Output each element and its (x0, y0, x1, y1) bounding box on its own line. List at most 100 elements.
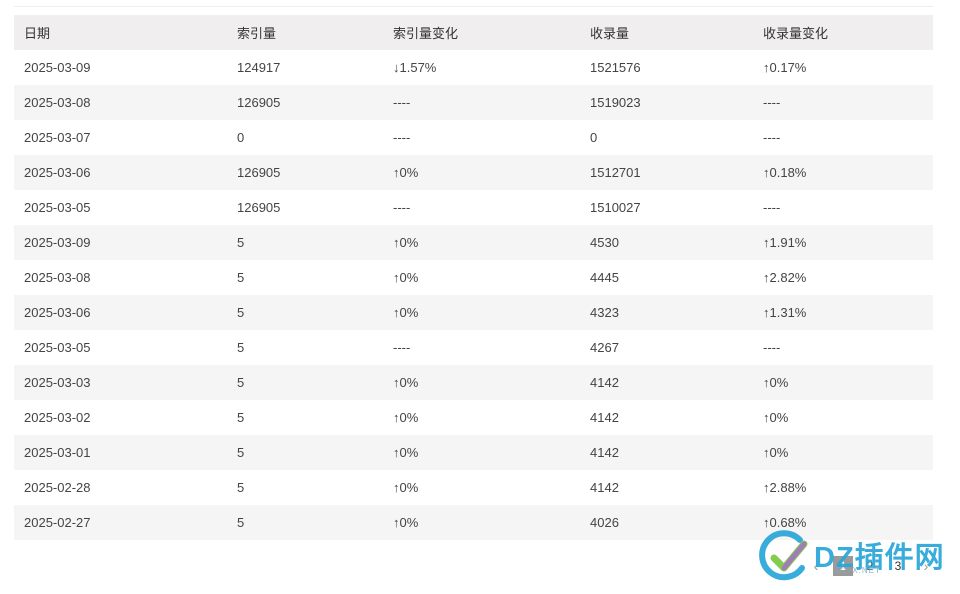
cell-records: 4267 (580, 330, 753, 365)
chevron-left-icon[interactable]: ‹ (813, 558, 819, 574)
cell-records-change: ↑0.18% (753, 155, 933, 190)
change-value: 2.82% (769, 270, 807, 285)
logo-mark-icon (759, 530, 808, 581)
cell-index: 5 (227, 225, 383, 260)
cell-records: 1510027 (580, 190, 753, 225)
cell-records-change: ↑0% (753, 365, 933, 400)
cell-index-change: ---- (383, 85, 580, 120)
cell-date: 2025-03-08 (14, 260, 227, 295)
arrow-up-icon: ↑ (393, 270, 400, 285)
arrow-up-icon: ↑ (763, 375, 770, 390)
cell-index: 5 (227, 400, 383, 435)
cell-index: 5 (227, 295, 383, 330)
table-body: 2025-03-09 124917 ↓1.57% 1521576 ↑0.17% 2025-… (14, 50, 933, 540)
cell-index-change: ↑0% (383, 435, 580, 470)
change-value: 0% (399, 235, 419, 250)
watermark-subtext: DZ-X.NET (836, 566, 881, 575)
header-records[interactable]: 收录量 (580, 15, 753, 50)
cell-records: 4142 (580, 400, 753, 435)
cell-date: 2025-03-01 (14, 435, 227, 470)
cell-index-change: ↑0% (383, 400, 580, 435)
cell-index-change: ↑0% (383, 505, 580, 540)
cell-index: 126905 (227, 155, 383, 190)
cell-records-change: ↑0% (753, 400, 933, 435)
cell-records-change: ↑1.91% (753, 225, 933, 260)
change-value: 0% (399, 375, 419, 390)
page-1-button[interactable]: 1 (833, 556, 853, 576)
watermark-text: DZ插件网 (814, 542, 945, 574)
cell-date: 2025-03-09 (14, 50, 227, 85)
cell-date: 2025-03-05 (14, 330, 227, 365)
cell-records-change: ---- (753, 85, 933, 120)
arrow-up-icon: ↑ (393, 515, 400, 530)
cell-index: 126905 (227, 85, 383, 120)
table-row: 2025-03-05 5 ---- 4267 ---- (14, 330, 933, 365)
cell-date: 2025-03-03 (14, 365, 227, 400)
cell-date: 2025-03-09 (14, 225, 227, 260)
pagination: ‹ 1 2 3 › (805, 556, 943, 576)
change-value: 0% (399, 305, 419, 320)
cell-records-change: ↑0% (753, 435, 933, 470)
cell-date: 2025-03-07 (14, 120, 227, 155)
chevron-right-icon[interactable]: › (923, 558, 929, 574)
cell-index: 124917 (227, 50, 383, 85)
arrow-up-icon: ↑ (763, 165, 770, 180)
cell-records: 4323 (580, 295, 753, 330)
cell-index-change: ↓1.57% (383, 50, 580, 85)
change-value: 0% (769, 375, 789, 390)
arrow-up-icon: ↑ (393, 410, 400, 425)
table-row: 2025-03-09 5 ↑0% 4530 ↑1.91% (14, 225, 933, 260)
page-2-button[interactable]: 2 (866, 559, 874, 573)
watermark-logo: DZ插件网 DZ-X.NET (758, 528, 954, 584)
cell-date: 2025-02-28 (14, 470, 227, 505)
cell-index-change: ↑0% (383, 470, 580, 505)
cell-records: 1521576 (580, 50, 753, 85)
change-value: ---- (763, 340, 781, 355)
change-value: ---- (393, 130, 411, 145)
header-index-change[interactable]: 索引量变化 (383, 15, 580, 50)
table-row: 2025-03-09 124917 ↓1.57% 1521576 ↑0.17% (14, 50, 933, 85)
arrow-up-icon: ↑ (763, 305, 770, 320)
header-date[interactable]: 日期 (14, 15, 227, 50)
arrow-up-icon: ↑ (763, 270, 770, 285)
change-value: 0.18% (769, 165, 807, 180)
change-value: 0% (399, 480, 419, 495)
change-value: 1.57% (399, 60, 437, 75)
cell-records-change: ↑1.31% (753, 295, 933, 330)
change-value: 2.88% (769, 480, 807, 495)
cell-records-change: ---- (753, 120, 933, 155)
header-records-change[interactable]: 收录量变化 (753, 15, 933, 50)
change-value: 0% (399, 410, 419, 425)
change-value: 1.31% (769, 305, 807, 320)
change-value: 0% (399, 165, 419, 180)
cell-records: 1519023 (580, 85, 753, 120)
cell-date: 2025-03-05 (14, 190, 227, 225)
table-row: 2025-03-08 5 ↑0% 4445 ↑2.82% (14, 260, 933, 295)
cell-records: 4445 (580, 260, 753, 295)
change-value: ---- (393, 200, 411, 215)
change-value: 0.68% (769, 515, 807, 530)
cell-index-change: ---- (383, 190, 580, 225)
cell-records: 4142 (580, 470, 753, 505)
cell-records-change: ↑2.82% (753, 260, 933, 295)
cell-records: 4142 (580, 435, 753, 470)
header-index[interactable]: 索引量 (227, 15, 383, 50)
cell-records: 1512701 (580, 155, 753, 190)
arrow-up-icon: ↑ (763, 60, 770, 75)
cell-index-change: ↑0% (383, 155, 580, 190)
cell-records: 4026 (580, 505, 753, 540)
page-3-button[interactable]: 3 (894, 559, 902, 573)
cell-date: 2025-03-08 (14, 85, 227, 120)
cell-index: 0 (227, 120, 383, 155)
cell-records: 0 (580, 120, 753, 155)
cell-date: 2025-02-27 (14, 505, 227, 540)
change-value: 1.91% (769, 235, 807, 250)
arrow-up-icon: ↑ (763, 235, 770, 250)
cell-index: 5 (227, 260, 383, 295)
cell-index: 5 (227, 470, 383, 505)
cell-date: 2025-03-06 (14, 295, 227, 330)
cell-records-change: ---- (753, 190, 933, 225)
arrow-up-icon: ↑ (393, 235, 400, 250)
cell-index-change: ↑0% (383, 365, 580, 400)
table-row: 2025-03-02 5 ↑0% 4142 ↑0% (14, 400, 933, 435)
